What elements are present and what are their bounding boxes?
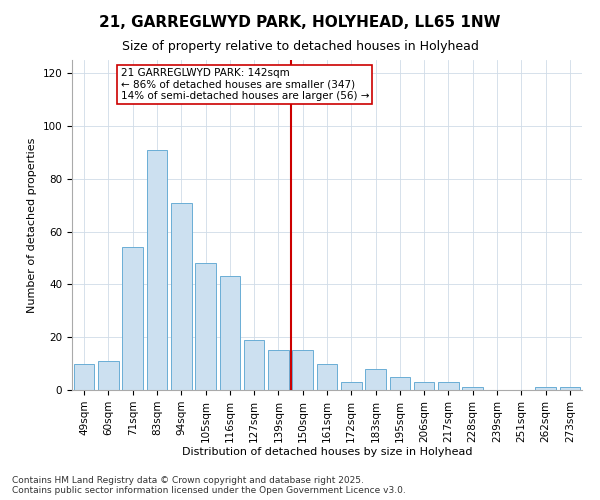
Text: Size of property relative to detached houses in Holyhead: Size of property relative to detached ho… xyxy=(122,40,478,53)
Bar xyxy=(268,350,289,390)
Bar xyxy=(146,150,167,390)
Bar xyxy=(414,382,434,390)
X-axis label: Distribution of detached houses by size in Holyhead: Distribution of detached houses by size … xyxy=(182,448,472,458)
Bar xyxy=(535,388,556,390)
Bar xyxy=(389,377,410,390)
Bar xyxy=(438,382,459,390)
Y-axis label: Number of detached properties: Number of detached properties xyxy=(27,138,37,312)
Bar xyxy=(244,340,265,390)
Text: Contains HM Land Registry data © Crown copyright and database right 2025.
Contai: Contains HM Land Registry data © Crown c… xyxy=(12,476,406,495)
Text: 21 GARREGLWYD PARK: 142sqm
← 86% of detached houses are smaller (347)
14% of sem: 21 GARREGLWYD PARK: 142sqm ← 86% of deta… xyxy=(121,68,369,101)
Bar xyxy=(463,388,483,390)
Bar xyxy=(365,369,386,390)
Bar xyxy=(220,276,240,390)
Bar xyxy=(171,202,191,390)
Bar xyxy=(122,248,143,390)
Bar xyxy=(98,361,119,390)
Bar xyxy=(74,364,94,390)
Bar xyxy=(317,364,337,390)
Bar xyxy=(341,382,362,390)
Bar xyxy=(560,388,580,390)
Text: 21, GARREGLWYD PARK, HOLYHEAD, LL65 1NW: 21, GARREGLWYD PARK, HOLYHEAD, LL65 1NW xyxy=(99,15,501,30)
Bar xyxy=(292,350,313,390)
Bar xyxy=(195,264,216,390)
